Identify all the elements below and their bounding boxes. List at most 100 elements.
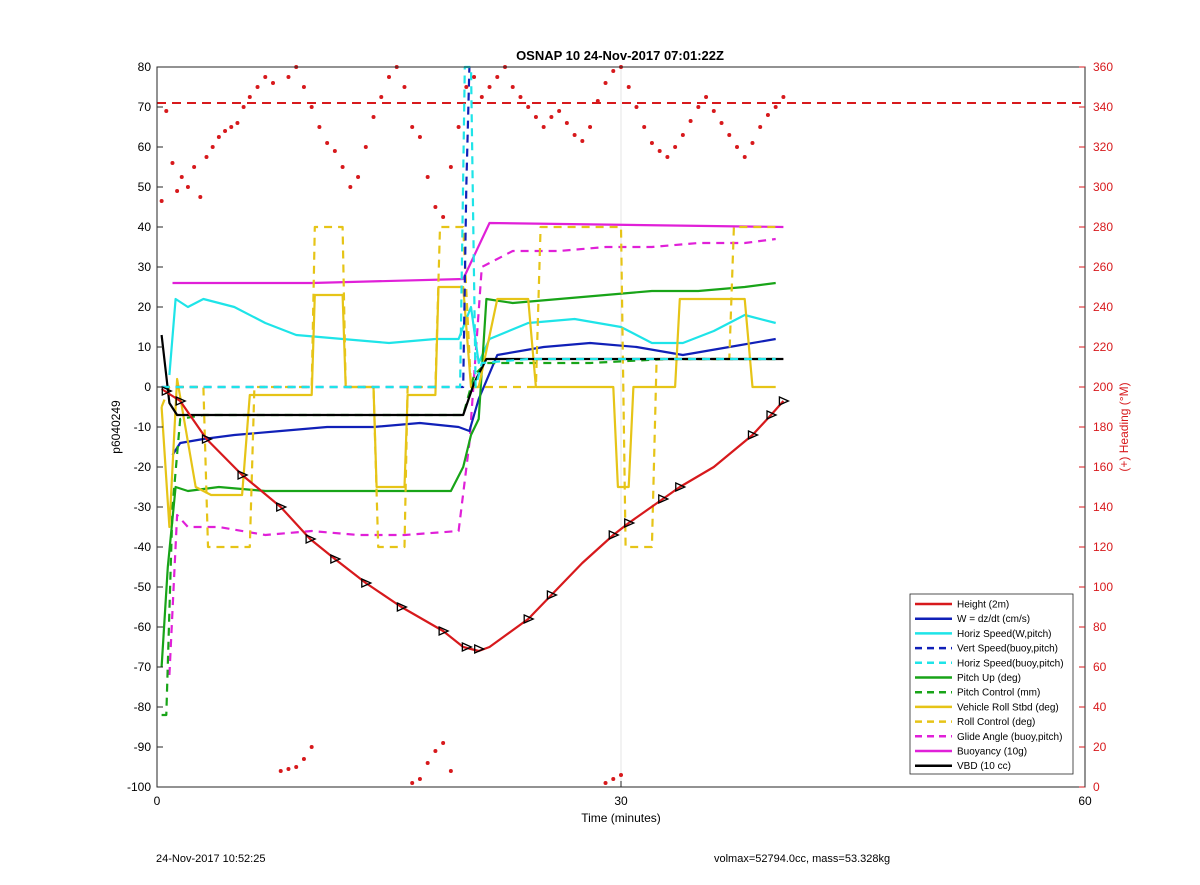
heading-point: [758, 125, 763, 129]
heading-point: [649, 141, 654, 145]
heading-point: [619, 773, 623, 777]
heading-point: [301, 757, 306, 761]
heading-point: [309, 105, 314, 109]
heading-point: [325, 141, 330, 145]
heading-point: [159, 199, 164, 203]
heading-point: [309, 745, 314, 749]
heading-point: [192, 165, 197, 169]
heading-point: [379, 95, 384, 99]
height-marker: [201, 433, 214, 445]
heading-point: [742, 155, 747, 159]
heading-point: [185, 185, 190, 189]
heading-point: [472, 75, 477, 79]
height-marker: [766, 409, 778, 421]
series-line-roll-control-deg: [160, 225, 776, 549]
y-right-tick-label: 360: [1093, 60, 1113, 74]
heading-point: [773, 105, 778, 109]
y-tick-label: 60: [138, 140, 152, 154]
height-marker: [175, 395, 187, 407]
heading-point: [417, 777, 422, 781]
heading-point: [495, 75, 500, 79]
heading-point: [179, 175, 184, 179]
height-marker: [330, 553, 342, 565]
y-tick-label: -40: [134, 540, 152, 554]
heading-point: [425, 761, 430, 765]
heading-point: [271, 81, 275, 85]
heading-point: [332, 149, 337, 153]
heading-point: [727, 133, 732, 137]
series-line-vehicle-roll-stbd-deg: [160, 285, 776, 529]
series-line-pitch-control-mm: [161, 357, 776, 717]
y-tick-label: 70: [138, 100, 152, 114]
y-tick-label: 40: [138, 220, 152, 234]
y-right-tick-label: 320: [1093, 140, 1113, 154]
heading-point: [680, 133, 685, 137]
heading-point: [278, 769, 283, 773]
footer-stats: volmax=52794.0cc, mass=53.328kg: [714, 853, 891, 865]
heading-point: [626, 85, 631, 89]
heading-point: [410, 781, 415, 785]
heading-point: [588, 125, 593, 129]
height-marker: [675, 481, 687, 493]
x-axis: 0 30 60: [154, 781, 1092, 808]
heading-point: [410, 125, 415, 129]
heading-point: [247, 95, 252, 99]
heading-point: [696, 105, 701, 109]
y-right-tick-label: 120: [1093, 540, 1113, 554]
heading-point: [750, 141, 755, 145]
heading-point: [735, 145, 739, 149]
left-y-axis: 80 70 60 50 40 30 20 10 0 -10 -20 -30 -40 -50 -60 -70 -8…: [127, 60, 163, 794]
height-marker: [237, 469, 249, 481]
chart-title: OSNAP 10 24-Nov-2017 07:01:22Z: [516, 48, 724, 63]
y-right-tick-label: 260: [1093, 260, 1113, 274]
heading-point: [541, 125, 546, 129]
height-marker: [747, 429, 760, 441]
legend-label: Pitch Up (deg): [957, 673, 1021, 684]
series-line-horiz-speed-w-pitch: [168, 297, 776, 376]
heading-point: [673, 145, 678, 149]
height-marker: [474, 643, 486, 655]
y-tick-label: -60: [134, 620, 152, 634]
series-line-w-dz-dt-cm-s: [171, 337, 776, 456]
heading-point: [704, 95, 709, 99]
series-line-height-2m: [161, 388, 785, 653]
heading-point: [448, 165, 453, 169]
y-right-tick-label: 180: [1093, 420, 1113, 434]
heading-point: [175, 189, 180, 193]
grid-lines: [157, 67, 1085, 787]
height-marker: [523, 613, 535, 625]
heading-point: [611, 777, 616, 781]
y-right-tick-label: 160: [1093, 460, 1113, 474]
legend-label: Horiz Speed(W,pitch): [957, 629, 1051, 640]
height-marker: [361, 577, 373, 589]
series-line-glide-angle-buoy-pitch: [168, 237, 776, 676]
heading-point: [198, 195, 203, 199]
heading-point: [719, 121, 724, 125]
y-tick-label: -50: [134, 580, 152, 594]
y-tick-label: -10: [134, 420, 152, 434]
legend-label: Vehicle Roll Stbd (deg): [957, 702, 1059, 713]
heading-point: [317, 125, 322, 129]
y-right-tick-label: 280: [1093, 220, 1113, 234]
heading-point: [356, 175, 361, 179]
legend-label: W = dz/dt (cm/s): [957, 614, 1030, 625]
height-marker: [438, 625, 450, 637]
heading-point: [340, 165, 345, 169]
y-tick-label: 80: [138, 60, 152, 74]
heading-point: [603, 81, 608, 85]
height-marker: [608, 529, 620, 541]
heading-point: [487, 85, 492, 89]
series-line-vert-speed-buoy-pitch: [161, 66, 471, 389]
y-right-tick-label: 20: [1093, 740, 1107, 754]
right-y-axis: 3603403203002802602402202001801601401201…: [1079, 60, 1113, 794]
y-right-tick-label: 240: [1093, 300, 1113, 314]
x-tick-label: 30: [614, 794, 628, 808]
heading-point: [229, 125, 234, 129]
heading-points: [159, 65, 786, 785]
heading-point: [456, 125, 461, 129]
y-right-tick-label: 300: [1093, 180, 1113, 194]
y-tick-label: -70: [134, 660, 152, 674]
heading-point: [533, 115, 538, 119]
heading-point: [216, 135, 221, 139]
